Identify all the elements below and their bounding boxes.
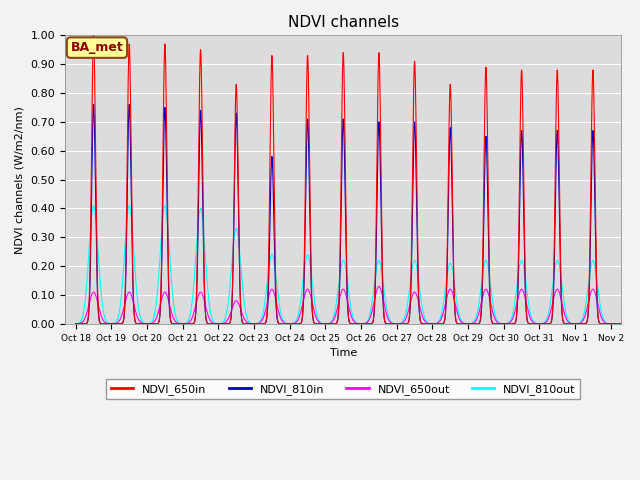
NDVI_650in bbox=[72, 321, 79, 327]
NDVI_810in bbox=[636, 321, 640, 327]
NDVI_650in bbox=[189, 321, 196, 327]
NDVI_650out bbox=[72, 321, 79, 327]
NDVI_810out bbox=[484, 267, 492, 273]
NDVI_810in bbox=[521, 277, 529, 283]
NDVI_810out bbox=[521, 272, 529, 278]
NDVI_810out bbox=[435, 319, 442, 324]
NDVI_810out bbox=[636, 321, 640, 327]
Title: NDVI channels: NDVI channels bbox=[288, 15, 399, 30]
NDVI_650in bbox=[90, 33, 97, 38]
NDVI_650out bbox=[189, 314, 196, 320]
NDVI_650out bbox=[556, 289, 563, 295]
NDVI_810in bbox=[189, 321, 196, 327]
Line: NDVI_810out: NDVI_810out bbox=[76, 205, 640, 324]
NDVI_810out bbox=[72, 321, 79, 327]
NDVI_810out bbox=[189, 293, 196, 299]
NDVI_650out bbox=[375, 284, 383, 289]
NDVI_650in bbox=[556, 167, 563, 173]
Y-axis label: NDVI channels (W/m2/nm): NDVI channels (W/m2/nm) bbox=[15, 106, 25, 253]
NDVI_810in bbox=[90, 102, 97, 108]
NDVI_650in bbox=[435, 321, 442, 327]
NDVI_650out bbox=[435, 320, 442, 325]
Text: BA_met: BA_met bbox=[70, 41, 124, 54]
NDVI_650in bbox=[484, 220, 492, 226]
Legend: NDVI_650in, NDVI_810in, NDVI_650out, NDVI_810out: NDVI_650in, NDVI_810in, NDVI_650out, NDV… bbox=[106, 379, 580, 399]
NDVI_810out bbox=[125, 203, 133, 208]
NDVI_650in bbox=[636, 321, 640, 327]
NDVI_650in bbox=[521, 264, 529, 270]
Line: NDVI_810in: NDVI_810in bbox=[76, 105, 640, 324]
NDVI_810in bbox=[72, 321, 79, 327]
X-axis label: Time: Time bbox=[330, 348, 357, 358]
NDVI_650out bbox=[636, 321, 640, 327]
NDVI_650out bbox=[484, 292, 492, 298]
NDVI_650out bbox=[521, 294, 529, 300]
Line: NDVI_650in: NDVI_650in bbox=[76, 36, 640, 324]
Line: NDVI_650out: NDVI_650out bbox=[76, 287, 640, 324]
NDVI_810in bbox=[435, 321, 442, 327]
NDVI_810in bbox=[556, 204, 563, 209]
NDVI_810in bbox=[484, 247, 492, 253]
NDVI_810out bbox=[556, 263, 563, 269]
